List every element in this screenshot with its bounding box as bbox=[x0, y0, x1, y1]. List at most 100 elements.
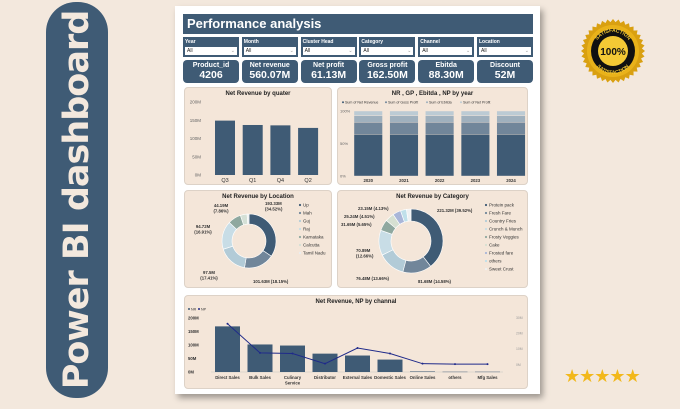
data-label-percent: (12.66%) bbox=[356, 254, 374, 259]
chart-title: Net Revenue by Category bbox=[396, 194, 469, 200]
bar-segment-2024 bbox=[496, 115, 526, 123]
filter-label: Location bbox=[479, 39, 500, 45]
x-tick-label: Culinary Service bbox=[284, 375, 302, 386]
np-point bbox=[324, 362, 326, 365]
kpi-card: Net revenue 560.07M bbox=[241, 60, 298, 83]
kpi-value: 560.07M bbox=[249, 69, 291, 81]
bar-Q3 bbox=[215, 120, 235, 175]
filter-channel: Channel All ⌄ bbox=[418, 37, 475, 57]
bar-segment-2020 bbox=[353, 110, 383, 116]
filter-label: Channel bbox=[420, 39, 440, 45]
bar-segment-2021 bbox=[389, 115, 419, 123]
filter-dropdown[interactable]: All ⌄ bbox=[479, 47, 531, 55]
legend-marker bbox=[484, 219, 488, 223]
bar-Domestic Sales bbox=[377, 359, 403, 372]
bar-segment-2022 bbox=[425, 121, 455, 135]
legend-label: Sweet Crust bbox=[489, 267, 514, 272]
slice-Guj bbox=[222, 245, 247, 268]
legend-label: Sum of Net Profit bbox=[463, 101, 490, 105]
bar-segment-2023 bbox=[460, 134, 490, 177]
filter-dropdown[interactable]: All ⌄ bbox=[420, 47, 473, 55]
filter-dropdown[interactable]: All ⌄ bbox=[185, 47, 237, 55]
y2-tick-label: 20M bbox=[516, 331, 523, 335]
legend-label: Protein pack bbox=[489, 203, 515, 208]
legend-marker bbox=[188, 308, 190, 310]
bar-Q4 bbox=[270, 125, 291, 175]
y-tick-label: 100% bbox=[340, 109, 351, 114]
star-icon: ★ bbox=[564, 366, 580, 386]
filter-cluster-head: Cluster Head All ⌄ bbox=[300, 37, 357, 57]
bar-segment-2022 bbox=[425, 110, 455, 116]
chart-title: Net Revenue by quater bbox=[225, 91, 291, 97]
dropdown-value: All bbox=[187, 48, 193, 54]
x-tick-label: External Sales bbox=[343, 375, 373, 380]
x-tick-label: 2022 bbox=[435, 178, 445, 183]
bar-segment-2021 bbox=[389, 121, 419, 135]
chevron-down-icon: ⌄ bbox=[230, 48, 235, 54]
legend-marker bbox=[484, 235, 488, 239]
chart-title: Net Revenue by Location bbox=[222, 194, 294, 200]
bar-Q2 bbox=[298, 127, 319, 175]
y-tick-label: 0M bbox=[195, 173, 202, 178]
data-label: 101.63M (18.15%) bbox=[253, 279, 289, 284]
legend-marker bbox=[484, 211, 488, 215]
legend-marker bbox=[385, 101, 387, 104]
legend-label: Sum of Ebitda bbox=[429, 101, 452, 105]
data-label-percent: (17.41%) bbox=[200, 276, 218, 281]
np-point bbox=[226, 322, 229, 325]
filter-label: Year bbox=[185, 39, 196, 45]
legend-marker bbox=[484, 251, 488, 255]
legend-label: Cake bbox=[489, 243, 500, 248]
chart-svg: Sum of Net Revenue Sum of Goss Profit Sum … bbox=[340, 101, 526, 183]
y-tick-label: 150M bbox=[190, 118, 202, 123]
filter-dropdown[interactable]: All ⌄ bbox=[243, 47, 296, 55]
x-tick-line: Service bbox=[285, 381, 301, 386]
star-icon: ★ bbox=[624, 366, 641, 386]
x-tick-label: Online Sales bbox=[410, 375, 436, 380]
legend-marker bbox=[298, 251, 302, 255]
filter-location: Location All ⌄ bbox=[477, 37, 533, 57]
legend-marker bbox=[484, 243, 488, 247]
legend-label: Sum of Net Revenue bbox=[345, 101, 378, 105]
kpi-card: Ebitda 88.30M bbox=[418, 60, 475, 83]
bar-Q1 bbox=[242, 124, 263, 175]
filter-category: Category All ⌄ bbox=[359, 37, 416, 57]
bar-Bulk Sales bbox=[247, 344, 273, 372]
chevron-down-icon: ⌄ bbox=[289, 48, 294, 54]
x-tick-label: Q4 bbox=[277, 178, 284, 184]
y-tick-label: 200M bbox=[190, 100, 202, 105]
dropdown-value: All bbox=[481, 48, 487, 54]
legend-label: others bbox=[489, 259, 502, 264]
kpi-card: Net profit 61.13M bbox=[300, 60, 357, 83]
kpi-card: Product_id 4206 bbox=[183, 60, 239, 83]
bar-segment-2022 bbox=[425, 134, 455, 177]
bar-segment-2020 bbox=[353, 121, 383, 135]
x-tick-label: 2021 bbox=[399, 178, 409, 183]
y2-tick-label: 0M bbox=[516, 363, 521, 367]
x-tick-label: Q2 bbox=[304, 178, 311, 184]
y-tick-label: 200M bbox=[188, 316, 199, 321]
x-tick-label: 2024 bbox=[506, 178, 516, 183]
net-revenue-by-location-chart: Net Revenue by Location 193.33M (34.52%) Up… bbox=[184, 190, 332, 288]
slice-Up bbox=[248, 213, 277, 257]
legend-marker bbox=[298, 243, 302, 247]
bar-Online Sales bbox=[410, 371, 435, 372]
kpi-label: Product_id bbox=[192, 62, 230, 69]
legend-label: NP bbox=[201, 307, 207, 311]
nr-gp-ebitda-np-by-year-chart: NR , GP , Ebitda , NP by year Sum of Net … bbox=[337, 87, 528, 185]
filter-dropdown[interactable]: All ⌄ bbox=[302, 47, 355, 55]
chart-svg: 200M 150M 100M 50M 0M Q3 Q1 Q4 Q2 bbox=[190, 100, 319, 184]
x-tick-label: Bulk Sales bbox=[249, 375, 271, 380]
x-tick-label: Distributor bbox=[314, 375, 336, 380]
legend-label: Tamil Nadu bbox=[303, 251, 326, 256]
satisfaction-seal-icon: SATISFACTION SATISFACTION 100% bbox=[581, 19, 645, 83]
legend-label: Frosty Veggies bbox=[489, 235, 520, 240]
x-tick-line: Culinary bbox=[284, 375, 302, 380]
kpi-label: Net profit bbox=[313, 62, 345, 69]
data-label: 97.5M (17.41%) bbox=[200, 270, 218, 281]
data-label-value: 97.5M bbox=[203, 270, 215, 275]
y-tick-label: 50M bbox=[188, 356, 197, 361]
legend-marker bbox=[298, 235, 302, 239]
bar-segment-2024 bbox=[496, 121, 526, 135]
filter-dropdown[interactable]: All ⌄ bbox=[361, 47, 414, 55]
